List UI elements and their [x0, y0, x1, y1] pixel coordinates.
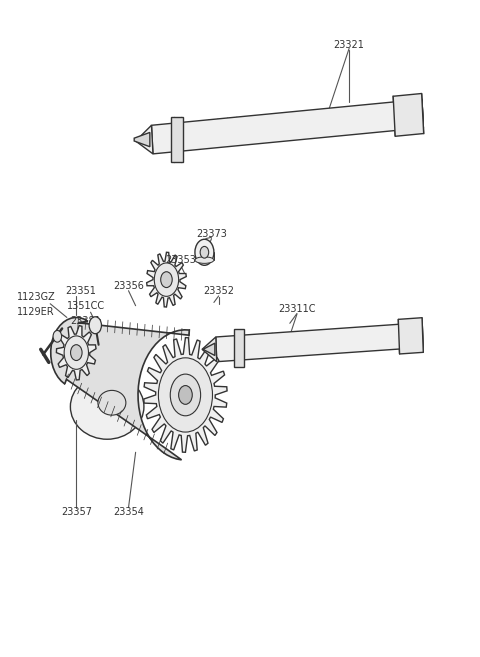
Polygon shape [398, 318, 423, 354]
Text: 23354: 23354 [113, 507, 144, 517]
Circle shape [64, 336, 88, 369]
Polygon shape [202, 337, 217, 362]
Polygon shape [171, 118, 183, 162]
Polygon shape [152, 99, 423, 154]
Circle shape [200, 246, 209, 258]
Circle shape [71, 345, 82, 361]
Circle shape [170, 374, 201, 416]
Polygon shape [216, 323, 423, 362]
Ellipse shape [98, 390, 126, 415]
Polygon shape [393, 93, 424, 136]
Text: 23357: 23357 [61, 507, 92, 517]
Text: 23381: 23381 [71, 315, 101, 326]
Circle shape [154, 263, 179, 296]
Circle shape [179, 386, 192, 404]
Polygon shape [51, 317, 189, 460]
Polygon shape [144, 338, 227, 452]
Polygon shape [136, 125, 153, 154]
Text: 23373: 23373 [196, 229, 227, 239]
Text: 23321: 23321 [334, 40, 364, 50]
Polygon shape [134, 133, 150, 147]
Circle shape [53, 330, 61, 342]
Text: 1129ER: 1129ER [17, 307, 55, 317]
Text: 23353: 23353 [165, 255, 196, 265]
Ellipse shape [71, 374, 144, 440]
Circle shape [161, 272, 172, 288]
Circle shape [89, 317, 101, 334]
Circle shape [195, 239, 214, 265]
Polygon shape [56, 325, 96, 380]
Ellipse shape [195, 257, 214, 263]
Text: 23352: 23352 [203, 286, 234, 296]
Text: 23356: 23356 [113, 281, 144, 291]
Text: 23311C: 23311C [278, 304, 316, 314]
Text: 1123GZ: 1123GZ [17, 292, 55, 302]
Circle shape [158, 358, 213, 432]
Polygon shape [203, 343, 215, 355]
Text: 1351CC: 1351CC [67, 301, 105, 311]
Text: 23351: 23351 [66, 286, 96, 296]
Polygon shape [234, 330, 244, 367]
Polygon shape [147, 252, 186, 307]
